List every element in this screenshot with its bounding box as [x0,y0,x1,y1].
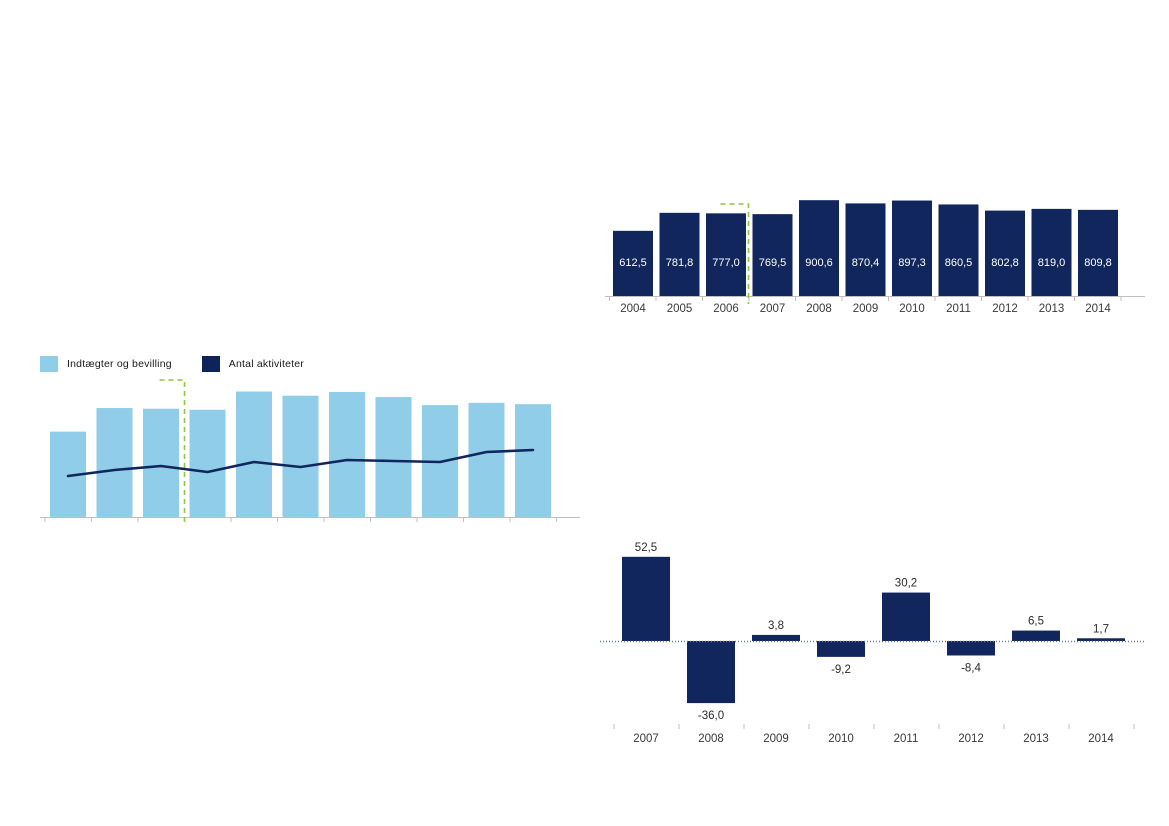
result-bar [1012,630,1060,641]
income-bar-value: 802,8 [991,257,1019,269]
legend-swatch-income-grant [40,356,58,372]
combo-bar [282,395,319,517]
income-x-tick-label: 2004 [620,303,646,315]
combo-bar [329,391,365,517]
combo-chart-canvas [40,379,580,525]
income-x-tick-label: 2013 [1039,303,1065,315]
income-bar-value: 777,0 [712,257,740,269]
result-x-tick-label: 2010 [828,733,854,745]
result-bar-value: -36,0 [698,710,724,722]
income-bar-value: 781,8 [666,257,694,269]
result-bar-value: 3,8 [768,620,784,632]
combo-bar [468,402,505,517]
combo-marker-line [159,379,186,525]
legend-swatch-activity-count [201,356,220,372]
result-bar [947,641,995,656]
income-x-tick-label: 2009 [853,303,879,315]
result-x-tick-label: 2014 [1088,733,1114,745]
income-bar-value: 769,5 [759,257,787,269]
income-bar [613,230,653,296]
result-bar-value: 1,7 [1093,623,1109,635]
result-bar-value: 52,5 [635,542,657,554]
income-bar-value: 809,8 [1084,257,1112,269]
income-bar [706,213,746,296]
combo-bar [375,397,412,517]
result-x-tick-label: 2013 [1023,733,1049,745]
combo-chart [40,378,580,528]
combo-line-series [66,448,535,478]
income-x-tick-label: 2011 [946,303,971,315]
income-bar [845,203,886,296]
income-x-tick-label: 2014 [1085,303,1111,315]
result-bar [687,641,735,704]
combo-bar [143,408,179,517]
legend-item-activity-count: Antal aktiviteter [201,356,304,372]
result-bar-value: -9,2 [831,664,851,676]
income-x-tick-label: 2008 [806,303,832,315]
combo-bar [189,409,226,517]
result-bar-value: 30,2 [895,578,917,590]
result-bar [882,592,930,641]
income-x-tick-label: 2006 [713,303,739,315]
legend-label-activity-count: Antal aktiviteter [228,358,304,370]
chart-legend: Indtægter og bevilling Antal aktiviteter [40,353,340,375]
result-x-tick-label: 2012 [958,733,984,745]
result-x-tick-label: 2008 [698,733,724,745]
income-bar [752,214,793,296]
income-bar-value: 900,6 [805,257,833,269]
income-x-tick-label: 2012 [992,303,1018,315]
result-bar [817,641,865,657]
result-x-tick-label: 2007 [633,733,659,745]
result-bar [622,556,670,641]
legend-label-income-grant: Indtægter og bevilling [67,358,172,370]
combo-bar [236,391,272,517]
income-bar-value: 870,4 [852,257,880,269]
combo-bar [96,408,133,517]
result-bar [752,634,800,641]
income-bar-value: 897,3 [898,257,926,269]
result-bar [1077,638,1125,641]
income-marker-line [720,203,750,304]
income-bar [1031,208,1072,296]
legend-item-income-grant: Indtægter og bevilling [40,356,172,372]
income-bar-chart-canvas: 612,5 781,8 777,0 769,5 900,6 870,4 897,3 860,5… [605,200,1145,315]
income-x-tick-label: 2010 [899,303,925,315]
income-bar-value: 819,0 [1038,257,1066,269]
result-bar-chart: 52,5 -36,0 3,8 -9,2 30,2 -8,4 6,5 1,7 2007 2008 20… [600,530,1145,750]
income-bar [799,200,839,296]
income-bar [985,210,1025,296]
income-x-tick-label: 2007 [760,303,786,315]
income-bar-value: 612,5 [619,257,647,269]
result-bar-value: 6,5 [1028,616,1044,628]
result-bar-value: -8,4 [961,662,981,674]
result-x-tick-label: 2011 [894,733,919,745]
income-bar [892,200,932,296]
income-x-tick-label: 2005 [667,303,693,315]
result-bar-chart-canvas: 52,5 -36,0 3,8 -9,2 30,2 -8,4 6,5 1,7 2007 2008 20… [600,542,1145,745]
income-bar-chart: 612,5 781,8 777,0 769,5 900,6 870,4 897,3 860,5… [605,186,1145,326]
income-bar [659,212,700,296]
combo-bar [515,404,551,517]
income-bar [938,204,979,296]
result-x-tick-label: 2009 [763,733,789,745]
income-bar [1078,209,1118,296]
income-bar-value: 860,5 [945,257,973,269]
